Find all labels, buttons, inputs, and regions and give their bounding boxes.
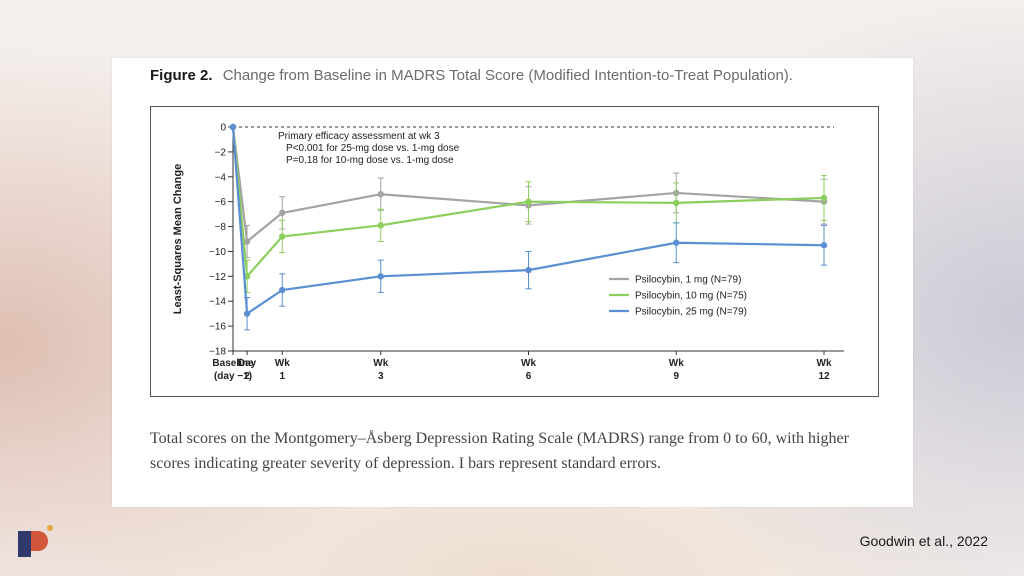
y-tick-label: −14 [209,297,226,308]
x-tick-label: (day −1) [214,371,252,382]
x-tick-label: Day [238,358,257,369]
y-tick-label: −10 [209,247,226,258]
citation: Goodwin et al., 2022 [859,533,988,549]
data-point [279,233,286,240]
y-tick-label: −6 [215,197,227,208]
data-point [673,199,680,207]
x-tick-label: 1 [279,371,285,382]
x-tick-label: Wk [373,358,388,369]
x-tick-label: 2 [244,371,250,382]
annotation-line: P=0.18 for 10-mg dose vs. 1-mg dose [286,155,454,166]
x-tick-label: Baseline [212,358,254,369]
x-tick-label: Wk [817,358,832,369]
x-tick-label: 9 [673,371,679,382]
y-tick-label: 0 [220,123,226,134]
data-point [820,194,828,202]
data-point [243,238,251,245]
y-tick-label: −12 [209,272,226,283]
data-point [525,266,532,274]
x-tick-label: Wk [521,358,536,369]
figure-label: Figure 2. [150,67,213,84]
legend-label: Psilocybin, 25 mg (N=79) [635,307,747,318]
data-point [243,310,251,317]
x-tick-label: Wk [275,358,290,369]
y-tick-label: −18 [209,347,226,358]
y-axis-label: Least-Squares Mean Change [172,164,184,314]
annotation-line: P<0.001 for 25-mg dose vs. 1-mg dose [286,143,460,154]
data-point [279,209,286,217]
y-tick-label: −2 [215,147,227,158]
figure-card: Figure 2. Change from Baseline in MADRS … [112,58,913,507]
brand-logo [18,525,53,557]
x-tick-label: 3 [378,371,384,382]
x-tick-label: 6 [526,371,532,382]
data-point [229,123,237,131]
figure-title-text: Change from Baseline in MADRS Total Scor… [222,67,793,84]
data-point [525,198,532,205]
data-point [377,222,384,229]
x-tick-label: Wk [669,358,684,369]
plot-frame: 0 −2 −4 −6 −8 −10 −12 −14 −16 −18 Baseline (day −1)… [150,106,879,397]
legend-label: Psilocybin, 1 mg (N=79) [635,275,741,286]
data-point [377,273,384,280]
figure-title: Figure 2. Change from Baseline in MADRS … [150,67,793,84]
y-tick-label: −8 [215,222,227,233]
y-tick-label: −16 [209,322,226,333]
data-point [279,286,286,294]
annotation-line: Primary efficacy assessment at wk 3 [278,131,440,142]
legend-label: Psilocybin, 10 mg (N=75) [635,291,747,302]
x-tick-label: 12 [818,371,830,382]
y-tick-label: −4 [215,172,227,183]
figure-caption: Total scores on the Montgomery–Åsberg De… [150,430,849,472]
data-point [820,242,828,249]
data-point [673,239,680,246]
data-point [377,191,384,198]
